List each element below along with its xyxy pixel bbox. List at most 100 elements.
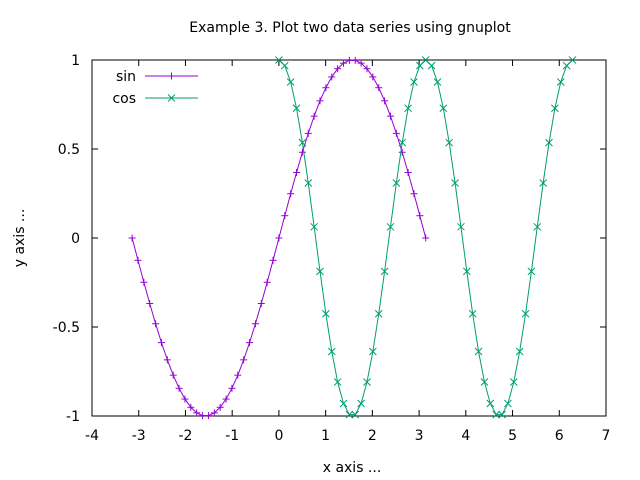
point-sin xyxy=(275,234,283,242)
point-cos xyxy=(298,138,307,147)
point-sin xyxy=(134,256,142,264)
point-sin xyxy=(416,212,424,220)
point-sin xyxy=(310,112,318,120)
point-sin xyxy=(152,320,160,328)
point-sin xyxy=(328,73,336,81)
point-cos xyxy=(363,378,371,386)
axis-ticks: -4 -3 -2 -1 0 1 2 3 4 5 6 7 -1 -0.5 0 0.5 1 xyxy=(53,53,611,444)
point-sin xyxy=(363,65,371,73)
x-tick-label: 2 xyxy=(368,428,377,444)
point-cos xyxy=(462,267,471,276)
point-cos xyxy=(286,78,295,86)
y-axis-label: y axis ... xyxy=(12,209,28,268)
point-sin xyxy=(281,212,289,220)
point-cos xyxy=(339,399,348,408)
point-sin xyxy=(181,395,189,403)
point-sin xyxy=(240,356,248,364)
y-tick-label: 0.5 xyxy=(58,142,80,158)
point-sin xyxy=(128,234,136,242)
x-tick-label: 4 xyxy=(461,428,470,444)
y-tick-label: -1 xyxy=(66,409,80,425)
point-cos xyxy=(492,410,501,419)
point-cos xyxy=(556,78,565,86)
point-sin xyxy=(157,339,165,347)
y-tick-label: 0 xyxy=(71,231,80,247)
point-cos xyxy=(345,410,354,419)
legend: sin cos xyxy=(112,69,198,107)
x-tick-label: 6 xyxy=(555,428,564,444)
point-sin xyxy=(392,129,400,137)
point-cos xyxy=(404,104,412,113)
point-cos xyxy=(551,104,559,113)
point-sin xyxy=(386,112,394,120)
x-tick-label: 1 xyxy=(321,428,330,444)
legend-marker-cos xyxy=(167,94,176,102)
point-cos xyxy=(310,222,318,231)
point-sin xyxy=(251,320,259,328)
point-sin xyxy=(163,356,171,364)
series-sin xyxy=(128,56,430,420)
y-tick-label: -0.5 xyxy=(53,320,80,336)
point-cos xyxy=(292,104,301,113)
point-sin xyxy=(140,278,148,286)
point-sin xyxy=(322,84,330,92)
point-sin xyxy=(369,73,377,81)
point-cos xyxy=(439,104,448,113)
point-sin xyxy=(210,409,218,417)
point-cos xyxy=(374,309,383,318)
point-sin xyxy=(146,300,154,308)
x-tick-label: 7 xyxy=(602,428,611,444)
point-cos xyxy=(539,179,547,187)
point-sin xyxy=(169,371,177,379)
point-cos xyxy=(568,56,577,64)
point-cos xyxy=(280,61,289,70)
point-cos xyxy=(457,222,465,231)
x-tick-label: -2 xyxy=(178,428,192,444)
legend-label-cos: cos xyxy=(112,91,136,107)
point-cos xyxy=(392,179,401,187)
point-cos xyxy=(333,378,342,386)
point-cos xyxy=(433,78,442,86)
point-sin xyxy=(199,412,207,420)
point-sin xyxy=(298,148,306,156)
point-sin xyxy=(334,65,342,73)
point-cos xyxy=(322,309,330,318)
point-cos xyxy=(474,347,483,356)
x-tick-label: -4 xyxy=(85,428,99,444)
legend-label-sin: sin xyxy=(116,69,136,85)
point-sin xyxy=(269,256,277,264)
point-sin xyxy=(257,300,265,308)
point-sin xyxy=(193,409,201,417)
point-sin xyxy=(216,403,224,411)
chart-title: Example 3. Plot two data series using gn… xyxy=(189,20,511,36)
series-layer xyxy=(128,56,577,420)
point-sin xyxy=(422,234,430,242)
point-sin xyxy=(357,59,365,67)
point-sin xyxy=(287,190,295,198)
point-cos xyxy=(316,267,324,276)
point-cos xyxy=(480,378,489,386)
point-sin xyxy=(398,148,406,156)
x-tick-label: 0 xyxy=(274,428,283,444)
point-cos xyxy=(521,309,530,318)
point-cos xyxy=(386,222,395,231)
point-sin xyxy=(228,384,236,392)
point-sin xyxy=(234,371,242,379)
point-cos xyxy=(380,267,389,276)
point-sin xyxy=(293,168,301,176)
point-sin xyxy=(345,56,353,64)
x-tick-label: -3 xyxy=(132,428,146,444)
point-sin xyxy=(340,59,348,67)
point-cos xyxy=(509,378,518,386)
point-cos xyxy=(357,399,365,408)
point-cos xyxy=(304,179,313,187)
point-cos xyxy=(351,410,360,419)
point-sin xyxy=(404,168,412,176)
x-axis-label: x axis ... xyxy=(323,460,382,476)
point-cos xyxy=(504,399,512,408)
point-sin xyxy=(304,129,312,137)
point-cos xyxy=(445,138,454,147)
point-cos xyxy=(486,399,495,408)
point-sin xyxy=(381,97,389,105)
point-cos xyxy=(451,179,459,187)
